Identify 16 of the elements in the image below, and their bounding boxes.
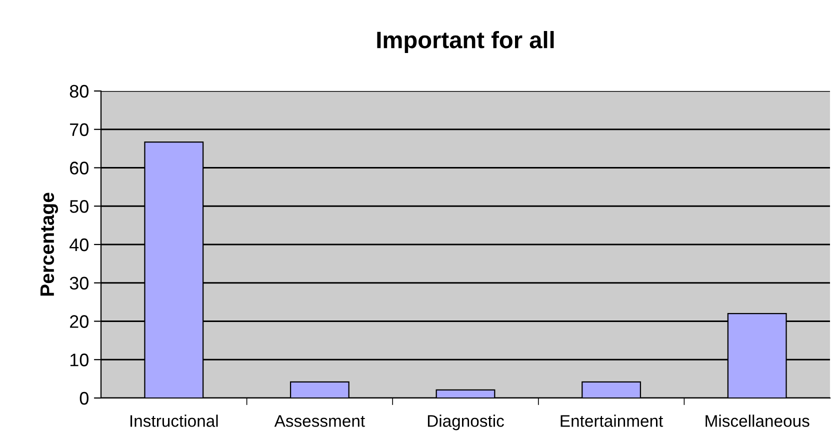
x-tick-label: Assessment [274,415,365,427]
y-tick-label: 50 [70,200,88,213]
y-axis-title: Percentage [40,192,58,296]
y-tick-label: 0 [80,392,88,405]
y-tick-label: 30 [70,276,88,290]
y-tick-label: 70 [70,123,88,136]
x-tick-label: Instructional [130,414,218,427]
y-tick-label: 60 [70,162,88,174]
y-tick-label: 20 [70,315,88,328]
chart-title: Important for all [377,30,554,54]
x-tick-label: Diagnostic [428,414,504,430]
y-tick-label: 10 [70,354,88,366]
y-tick-label: 40 [70,238,88,252]
x-tick-label: Entertainment [560,414,664,427]
y-tick-label: 80 [70,84,88,98]
x-tick-label: Miscellaneous [706,414,810,427]
